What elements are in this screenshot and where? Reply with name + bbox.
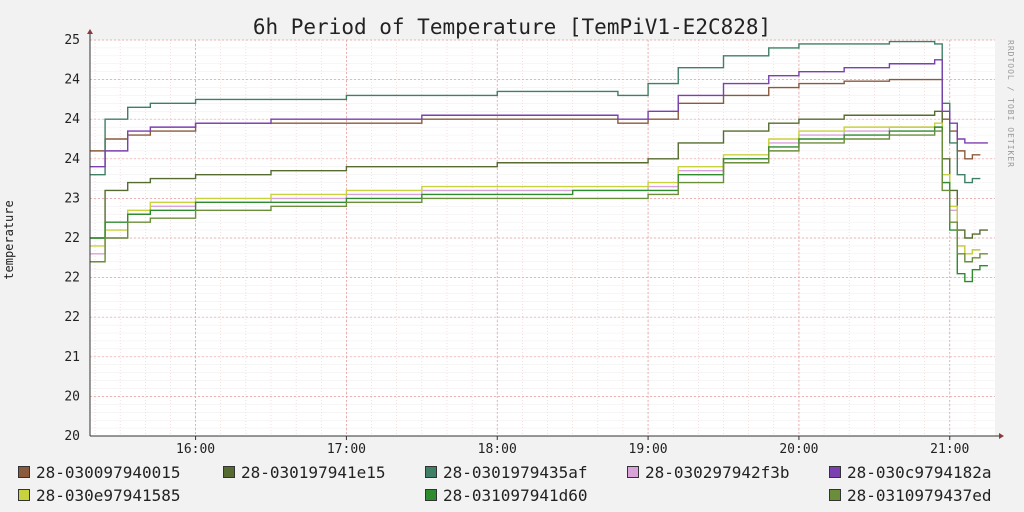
grid [90, 39, 995, 437]
legend-item: 28-0301979435af [425, 462, 588, 482]
series-line-8 [90, 130, 988, 263]
x-tick-label: 17:00 [327, 442, 366, 457]
legend-item: 28-030297942f3b [627, 462, 790, 482]
x-tick-label: 21:00 [930, 442, 969, 457]
series-lines [90, 40, 988, 283]
x-tick-label: 20:00 [779, 442, 818, 457]
legend-label: 28-0301979435af [443, 462, 588, 482]
x-tick-label: 18:00 [478, 442, 517, 457]
legend-swatch [829, 466, 841, 478]
legend-swatch [425, 489, 437, 501]
chart-title: 6h Period of Temperature [TemPiV1-E2C828… [253, 15, 771, 39]
y-tick-labels: 20 20 21 22 22 22 23 24 24 24 25 [64, 33, 80, 444]
legend-label: 28-030e97941585 [36, 485, 181, 505]
y-tick-label: 24 [64, 152, 80, 167]
legend-label: 28-031097941d60 [443, 485, 588, 505]
y-tick-label: 24 [64, 112, 80, 127]
x-tick-label: 16:00 [176, 442, 215, 457]
legend-label: 28-030097940015 [36, 462, 181, 482]
x-tick-label: 19:00 [629, 442, 668, 457]
x-tick-labels: 16:00 17:00 18:00 19:00 20:00 21:00 [176, 442, 969, 457]
legend-item: 28-030e97941585 [18, 485, 181, 505]
legend-label: 28-030c9794182a [847, 462, 992, 482]
series-line-3 [90, 40, 981, 184]
legend-item: 28-0310979437ed [829, 485, 992, 505]
y-tick-label: 22 [64, 231, 80, 246]
legend-swatch [627, 466, 639, 478]
y-tick-label: 20 [64, 389, 80, 404]
legend-item: 28-030197941e15 [223, 462, 386, 482]
y-tick-label: 23 [64, 191, 80, 206]
legend-swatch [18, 489, 30, 501]
legend-label: 28-030197941e15 [241, 462, 386, 482]
legend: 28-030097940015 28-030197941e15 28-0301979… [18, 462, 1018, 508]
legend-item: 28-030097940015 [18, 462, 181, 482]
series-line-5 [90, 59, 988, 168]
legend-swatch [223, 466, 235, 478]
legend-item: 28-031097941d60 [425, 485, 588, 505]
y-tick-label: 24 [64, 73, 80, 88]
legend-swatch [425, 466, 437, 478]
y-tick-label: 20 [64, 429, 80, 444]
legend-label: 28-030297942f3b [645, 462, 790, 482]
rrdtool-watermark: RRDTOOL / TOBI OETIKER [1006, 40, 1015, 168]
y-tick-label: 25 [64, 33, 80, 48]
y-axis-label: temperature [2, 200, 16, 279]
legend-label: 28-0310979437ed [847, 485, 992, 505]
legend-item: 28-030c9794182a [829, 462, 992, 482]
y-axis-arrow [87, 29, 93, 34]
y-tick-label: 22 [64, 310, 80, 325]
legend-swatch [829, 489, 841, 501]
x-axis-arrow [999, 433, 1004, 439]
y-tick-label: 22 [64, 271, 80, 286]
axes [87, 29, 1004, 440]
legend-swatch [18, 466, 30, 478]
y-tick-label: 21 [64, 350, 80, 365]
